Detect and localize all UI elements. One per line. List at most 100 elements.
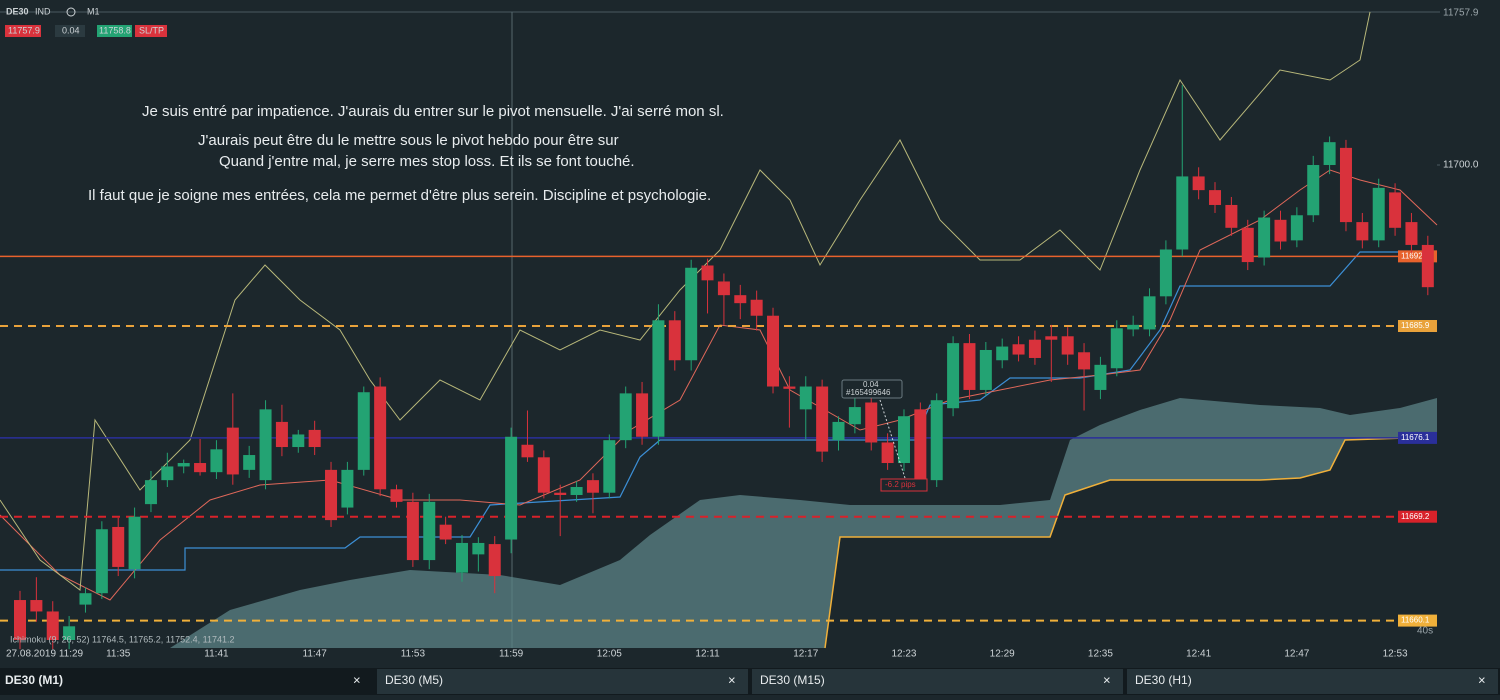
sltp-button[interactable] — [135, 25, 167, 37]
candle-body — [144, 480, 157, 505]
candle-body — [1012, 344, 1025, 355]
tab-close[interactable]: × — [353, 672, 361, 687]
candle-body — [406, 501, 419, 561]
candle-body — [652, 320, 665, 437]
x-tick-label: 12:17 — [793, 649, 818, 660]
level-label-bg — [1398, 431, 1437, 444]
volume-box[interactable] — [55, 25, 85, 37]
candle-body — [259, 409, 272, 481]
candle-body — [341, 469, 354, 508]
buy-button[interactable] — [97, 25, 132, 37]
candle-body — [357, 392, 370, 470]
candle-body — [1225, 204, 1238, 228]
market: IND — [35, 6, 51, 16]
candle-body — [1192, 176, 1205, 191]
crosshair-icon[interactable] — [66, 7, 76, 17]
trade-box — [841, 379, 903, 399]
level-label-bg — [1398, 510, 1437, 523]
sell-button[interactable] — [5, 25, 41, 37]
toolbar: DE30 IND M1 11757.9 0.04 11758.8 SL/TP — [5, 6, 167, 37]
tab[interactable] — [0, 669, 371, 694]
candle-body — [472, 542, 485, 555]
tab[interactable] — [1127, 669, 1498, 694]
chikou-line — [0, 11, 1371, 591]
tab-label[interactable]: DE30 (M15) — [760, 673, 825, 687]
candle-body — [554, 492, 567, 495]
candle-body — [1356, 222, 1369, 241]
candle-body — [1159, 249, 1172, 297]
ichimoku-cloud — [170, 398, 1437, 648]
candle-body — [46, 611, 59, 641]
tab-label[interactable]: DE30 (M5) — [385, 673, 443, 687]
candle-body — [79, 593, 92, 605]
candle-body — [1372, 187, 1385, 241]
x-tick-label: 11:53 — [401, 649, 426, 660]
candle-body — [832, 421, 845, 441]
x-tick-label: 12:35 — [1088, 649, 1113, 660]
tab-close[interactable]: × — [1103, 672, 1111, 687]
candle-body — [1421, 244, 1434, 288]
candle-body — [521, 444, 534, 458]
tab[interactable] — [377, 669, 748, 694]
buy-price[interactable]: 11758.8 — [99, 25, 131, 35]
level-label: 11676.1 — [1401, 433, 1430, 442]
candle-body — [1241, 227, 1254, 263]
candle-body — [1176, 176, 1189, 250]
candle-body — [767, 315, 780, 387]
candle-body — [1110, 328, 1123, 369]
candle-body — [95, 529, 108, 594]
tab-close[interactable]: × — [728, 672, 736, 687]
candle-body — [914, 409, 927, 481]
candle-body — [325, 469, 338, 521]
candle-body — [897, 416, 910, 464]
level-label-bg — [1398, 320, 1437, 333]
candle-body — [292, 434, 305, 448]
candle-body — [570, 487, 583, 495]
x-tick-label: 12:11 — [695, 649, 720, 660]
countdown: 40s — [1417, 626, 1433, 637]
candle-body — [603, 440, 616, 493]
candle-body — [947, 343, 960, 409]
candle-body — [1405, 222, 1418, 245]
timeframe[interactable]: M1 — [87, 6, 100, 16]
candle-body — [734, 295, 747, 304]
candle-body — [243, 455, 256, 470]
candle-body — [1323, 142, 1336, 166]
x-tick-label: 11:47 — [303, 649, 328, 660]
tab-close[interactable]: × — [1478, 672, 1486, 687]
candle-body — [275, 421, 288, 448]
x-tick-label: 27.08.2019 11:29 — [6, 649, 84, 660]
candle-body — [701, 265, 714, 281]
indicator-label: Ichimoku (9, 26, 52) 11764.5, 11765.2, 1… — [10, 634, 235, 644]
candle-body — [161, 466, 174, 481]
volume[interactable]: 0.04 — [62, 25, 80, 35]
x-tick-label: 11:59 — [499, 649, 524, 660]
candle-body — [374, 386, 387, 490]
candle-body — [1389, 192, 1402, 228]
candle-body — [668, 320, 681, 361]
candle-body — [1339, 147, 1352, 223]
level-label: 11692.0 — [1401, 251, 1430, 260]
candle-body — [1143, 296, 1156, 330]
candle-body — [1209, 190, 1222, 205]
level-label: 11660.1 — [1401, 616, 1430, 625]
tab[interactable] — [752, 669, 1123, 694]
trade-result-box — [880, 478, 928, 492]
candle-body — [1045, 336, 1058, 340]
candle-body — [14, 600, 26, 641]
candle-body — [619, 393, 632, 441]
tab-label[interactable]: DE30 (M1) — [5, 673, 63, 687]
candle-body — [177, 463, 190, 467]
x-tick-label: 12:23 — [891, 649, 916, 660]
candle-body — [685, 267, 698, 361]
candle-body — [63, 626, 76, 641]
level-label-bg — [1398, 250, 1437, 263]
sell-price[interactable]: 11757.9 — [8, 25, 40, 35]
candle-body — [783, 386, 796, 389]
candle-body — [636, 393, 649, 437]
symbol: DE30 — [6, 6, 29, 16]
candle-body — [996, 346, 1009, 361]
sltp[interactable]: SL/TP — [139, 25, 164, 35]
trade-volume: 0.04 — [863, 380, 879, 389]
tab-label[interactable]: DE30 (H1) — [1135, 673, 1192, 687]
